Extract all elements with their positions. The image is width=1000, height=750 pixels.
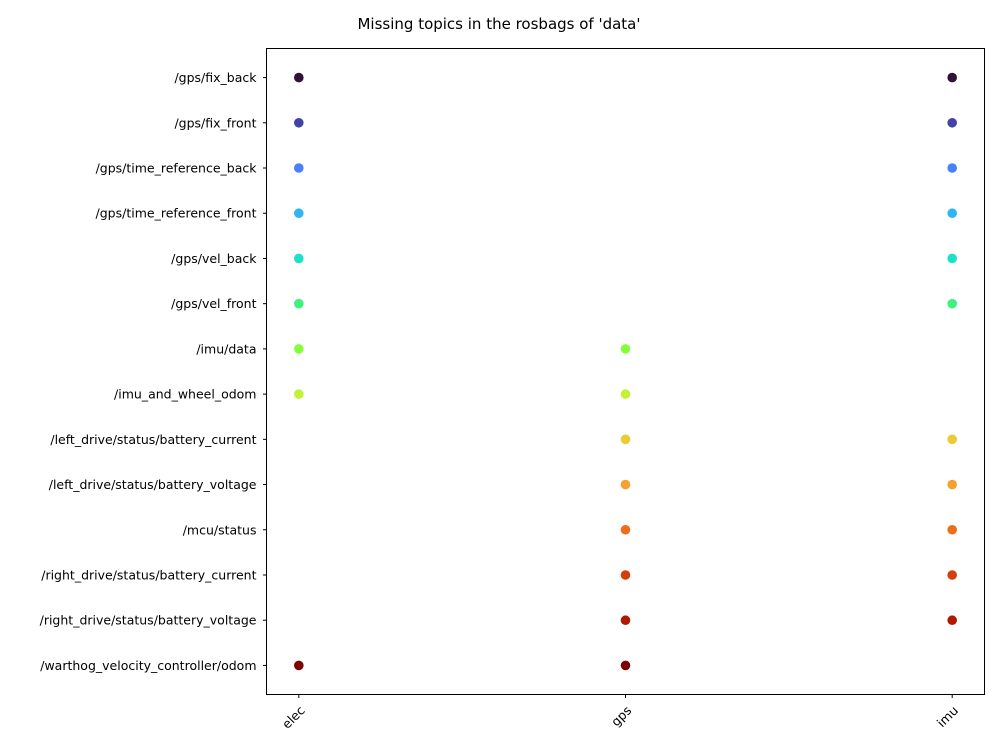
data-point: [294, 298, 304, 309]
data-point: [947, 163, 957, 173]
data-points: [294, 72, 957, 671]
data-point: [294, 344, 304, 354]
y-tick-label: /imu/data: [196, 341, 256, 356]
data-point: [620, 434, 631, 445]
y-tick-label: /warthog_velocity_controller/odom: [40, 658, 256, 673]
data-point: [294, 253, 304, 264]
data-point: [947, 524, 957, 535]
data-point: [294, 660, 304, 671]
data-point: [620, 660, 631, 671]
y-tick-label: /left_drive/status/battery_voltage: [49, 477, 257, 492]
data-point: [947, 434, 957, 445]
data-point: [947, 479, 957, 490]
plot-area-frame: [266, 48, 985, 695]
y-tick-label: /imu_and_wheel_odom: [114, 387, 256, 402]
data-point: [294, 163, 304, 173]
y-tick-label: /gps/vel_front: [171, 296, 256, 311]
data-point: [620, 479, 631, 490]
y-tick-label: /mcu/status: [183, 522, 257, 537]
data-point: [294, 208, 304, 219]
data-point: [620, 344, 631, 354]
data-point: [294, 389, 304, 399]
chart-title: Missing topics in the rosbags of 'data': [357, 15, 640, 33]
data-point: [620, 389, 631, 399]
x-axis: elec gps imu: [279, 694, 961, 732]
data-point: [620, 524, 631, 535]
data-point: [620, 615, 631, 626]
data-point: [947, 570, 957, 580]
y-tick-label: /right_drive/status/battery_voltage: [40, 613, 257, 628]
x-tick-label: gps: [608, 703, 634, 729]
data-point: [947, 253, 957, 264]
x-tick-label: elec: [279, 703, 308, 732]
y-tick-label: /right_drive/status/battery_current: [41, 567, 256, 582]
y-tick-label: /gps/time_reference_back: [96, 161, 258, 176]
y-tick-label: /gps/fix_back: [174, 70, 257, 85]
y-tick-label: /gps/time_reference_front: [96, 206, 257, 221]
data-point: [294, 72, 304, 83]
y-axis: /gps/fix_back/gps/fix_front/gps/time_ref…: [40, 70, 267, 673]
y-tick-label: /gps/fix_front: [174, 115, 256, 130]
x-tick-label: imu: [934, 703, 961, 730]
data-point: [620, 570, 631, 580]
data-point: [947, 615, 957, 626]
data-point: [947, 117, 957, 128]
y-tick-label: /left_drive/status/battery_current: [50, 432, 256, 447]
y-tick-label: /gps/vel_back: [171, 251, 257, 266]
data-point: [947, 208, 957, 219]
data-point: [294, 117, 304, 128]
data-point: [947, 72, 957, 83]
data-point: [947, 298, 957, 309]
